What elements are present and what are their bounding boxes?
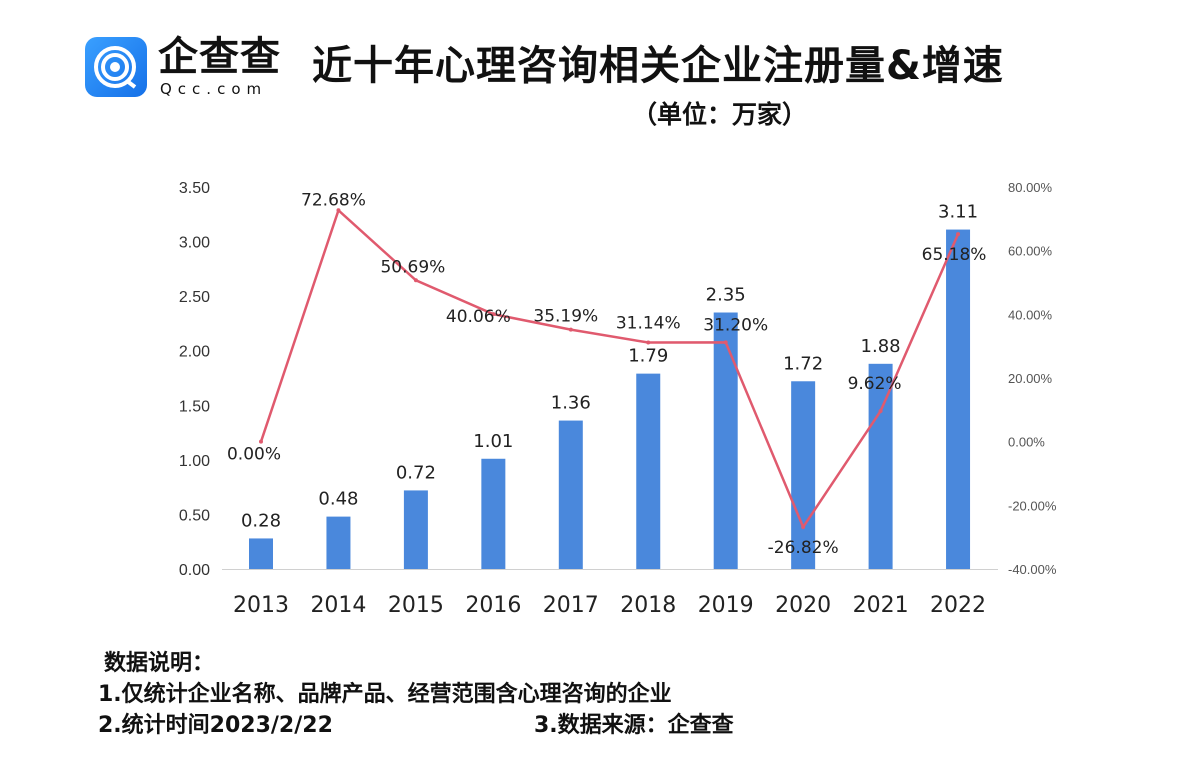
growth-line (259, 208, 960, 530)
bar-2016 (481, 458, 506, 569)
growth-label-2017: 35.19% (533, 307, 598, 327)
x-tick-label: 2019 (698, 593, 754, 618)
right-tick-label: 60.00% (1008, 244, 1053, 259)
bar-2015 (403, 490, 428, 569)
right-tick-label: 20.00% (1008, 371, 1053, 386)
growth-label-2021: 9.62% (848, 374, 902, 394)
brand-name: 企查查 (158, 34, 281, 80)
bar-2022 (946, 229, 971, 569)
x-tick-label: 2022 (930, 593, 986, 618)
x-tick-label: 2021 (853, 593, 909, 618)
growth-point-2016 (491, 312, 496, 317)
bar-2021 (868, 363, 893, 569)
growth-label-2019: 31.20% (703, 315, 768, 335)
growth-label-2015: 50.69% (380, 257, 445, 277)
right-tick-label: -20.00% (1008, 498, 1057, 513)
bar-label-2015: 0.72 (396, 462, 436, 483)
growth-point-2014 (336, 208, 341, 213)
left-tick-label: 1.00 (179, 453, 210, 470)
bar-2018 (636, 373, 661, 569)
right-tick-label: 40.00% (1008, 307, 1053, 322)
right-tick-label: 80.00% (1008, 180, 1053, 195)
growth-point-2019 (723, 340, 728, 345)
x-tick-label: 2014 (310, 593, 366, 618)
growth-point-2018 (646, 340, 651, 345)
bar-label-2019: 2.35 (706, 285, 746, 306)
note-3: 3.数据来源：企查查 (534, 713, 734, 738)
x-tick-label: 2013 (233, 593, 289, 618)
brand-domain: Qcc.com (160, 80, 268, 98)
bar-label-2014: 0.48 (318, 489, 358, 510)
x-tick-label: 2017 (543, 593, 599, 618)
growth-point-2022 (956, 232, 961, 237)
x-tick-label: 2016 (465, 593, 521, 618)
bar-2017 (558, 420, 583, 569)
note-2: 2.统计时间2023/2/22 (98, 713, 333, 738)
note-1: 1.仅统计企业名称、品牌产品、经营范围含心理咨询的企业 (98, 682, 672, 707)
growth-point-2013 (259, 439, 263, 444)
left-tick-label: 2.50 (179, 289, 210, 306)
bar-2019 (713, 312, 738, 569)
growth-label-2020: -26.82% (768, 538, 839, 558)
bar-label-2016: 1.01 (473, 431, 513, 452)
bar-label-2022: 3.11 (938, 202, 978, 223)
growth-point-2015 (413, 278, 418, 283)
growth-label-2016: 40.06% (446, 307, 511, 327)
qcc-logo-icon (85, 37, 147, 97)
notes-heading: 数据说明： (104, 651, 215, 676)
left-tick-label: 2.00 (179, 344, 210, 361)
right-tick-label: -40.00% (1008, 562, 1057, 577)
x-tick-label: 2015 (388, 593, 444, 618)
left-tick-label: 0.50 (179, 507, 210, 524)
growth-label-2014: 72.68% (301, 190, 366, 210)
x-tick-label: 2018 (620, 593, 676, 618)
bar-label-2020: 1.72 (783, 353, 823, 374)
growth-label-2018: 31.14% (616, 314, 681, 334)
x-tick-label: 2020 (775, 593, 831, 618)
left-tick-label: 3.50 (179, 180, 210, 197)
growth-point-2021 (878, 409, 883, 414)
growth-point-2020 (801, 525, 806, 530)
bar-label-2017: 1.36 (551, 393, 591, 414)
bar-2014 (326, 516, 351, 569)
growth-label-2022: 65.18% (922, 245, 987, 265)
right-tick-label: 0.00% (1008, 435, 1045, 450)
chart-unit: （单位：万家） (632, 100, 808, 129)
left-tick-label: 3.00 (179, 235, 210, 252)
bar-label-2013: 0.28 (241, 510, 281, 531)
bar-2020 (791, 381, 816, 569)
growth-point-2017 (568, 327, 573, 332)
bar-label-2018: 1.79 (628, 346, 668, 367)
bar-label-2021: 1.88 (861, 336, 901, 357)
growth-label-2013: 0.00% (227, 445, 281, 465)
left-tick-label: 0.00 (179, 562, 210, 579)
bar-2013 (249, 538, 273, 569)
left-tick-label: 1.50 (179, 398, 210, 415)
chart-title: 近十年心理咨询相关企业注册量&增速 (312, 43, 1004, 89)
